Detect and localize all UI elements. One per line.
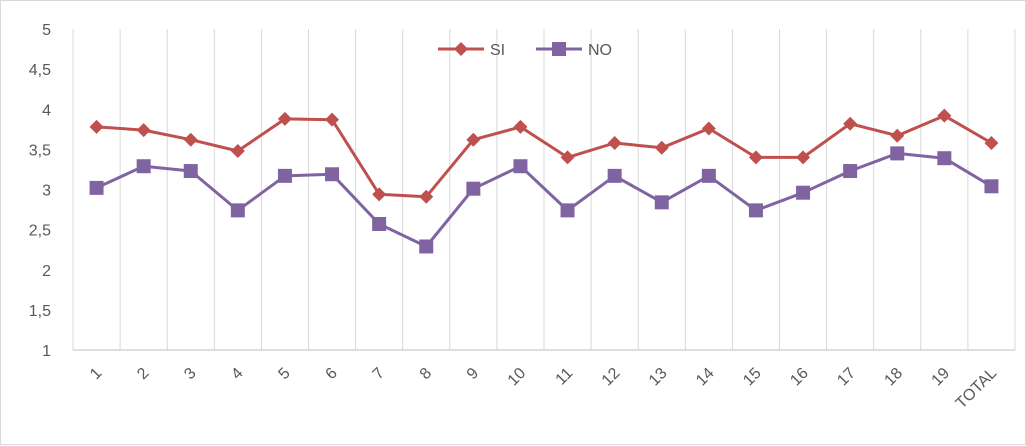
- x-tick-label: TOTAL: [953, 365, 1001, 413]
- point-no: [230, 203, 245, 218]
- x-tick-label: 13: [646, 365, 671, 390]
- y-tick-label: 3: [42, 183, 51, 200]
- point-no: [183, 164, 198, 179]
- point-no: [654, 195, 669, 210]
- x-axis-ticks: 1 2 3 4 5 6 7 8 9 10 11 12 13 14 15 16 17 18 19 TOTAL: [87, 365, 1000, 413]
- legend: SI NO: [438, 42, 612, 59]
- point-no: [560, 203, 575, 218]
- point-no: [325, 167, 340, 182]
- x-tick-label: 17: [834, 365, 859, 390]
- y-tick-label: 3,5: [29, 142, 51, 159]
- series-line-no: [95, 151, 993, 248]
- x-tick-label: 4: [228, 365, 246, 383]
- point-no: [89, 180, 104, 195]
- x-tick-label: 2: [134, 365, 152, 383]
- legend-marker-si: [454, 42, 468, 56]
- y-tick-label: 1: [42, 343, 51, 360]
- point-no: [937, 151, 952, 166]
- y-tick-label: 2: [42, 263, 51, 280]
- point-si: [654, 140, 669, 155]
- point-si: [984, 135, 999, 150]
- x-tick-label: 6: [323, 365, 341, 383]
- point-si: [136, 123, 151, 138]
- x-tick-label: 8: [417, 365, 435, 383]
- point-si: [796, 150, 811, 165]
- point-no: [890, 146, 905, 161]
- x-tick-label: 15: [740, 365, 765, 390]
- point-no: [466, 181, 481, 196]
- point-si: [372, 187, 387, 202]
- x-tick-label: 9: [464, 365, 482, 383]
- y-tick-label: 5: [42, 22, 51, 39]
- point-no: [277, 168, 292, 183]
- point-si: [843, 116, 858, 131]
- series-line-si: [96, 114, 993, 199]
- point-si: [183, 132, 198, 147]
- series-layer: [89, 108, 999, 254]
- point-si: [701, 121, 716, 136]
- legend-marker-no: [552, 42, 566, 56]
- x-tick-label: 11: [553, 365, 577, 389]
- x-tick-label: 3: [181, 365, 199, 383]
- y-axis-ticks: 1 1,5 2 2,5 3 3,5 4 4,5 5: [29, 22, 51, 360]
- point-si: [277, 111, 292, 126]
- point-si: [325, 112, 340, 127]
- point-si: [607, 135, 622, 150]
- x-tick-label: 7: [370, 365, 388, 383]
- point-si: [937, 108, 952, 123]
- point-no: [984, 179, 999, 194]
- x-tick-label: 19: [929, 365, 954, 390]
- x-tick-label: 16: [787, 365, 812, 390]
- point-no: [372, 217, 387, 232]
- point-no: [136, 159, 151, 174]
- point-si: [230, 143, 245, 158]
- x-tick-label: 5: [275, 365, 293, 383]
- point-no: [419, 239, 434, 254]
- y-tick-label: 1,5: [29, 303, 51, 320]
- point-si: [890, 128, 905, 143]
- x-tick-label: 1: [87, 365, 105, 383]
- point-no: [701, 168, 716, 183]
- legend-label-si: SI: [490, 42, 505, 59]
- point-no: [843, 164, 858, 179]
- y-tick-label: 4: [42, 102, 51, 119]
- point-si: [419, 189, 434, 204]
- x-tick-label: 12: [599, 365, 624, 390]
- y-tick-label: 4,5: [29, 62, 51, 79]
- x-tick-label: 14: [693, 365, 718, 390]
- point-no: [796, 185, 811, 200]
- point-no: [607, 168, 622, 183]
- point-si: [513, 119, 528, 134]
- point-si: [560, 150, 575, 165]
- point-si: [466, 132, 481, 147]
- point-si: [89, 119, 104, 134]
- point-no: [748, 203, 763, 218]
- x-tick-label: 10: [505, 365, 530, 390]
- point-si: [748, 150, 763, 165]
- x-tick-label: 18: [881, 365, 906, 390]
- y-tick-label: 2,5: [29, 223, 51, 240]
- point-no: [513, 159, 528, 174]
- legend-label-no: NO: [588, 42, 612, 59]
